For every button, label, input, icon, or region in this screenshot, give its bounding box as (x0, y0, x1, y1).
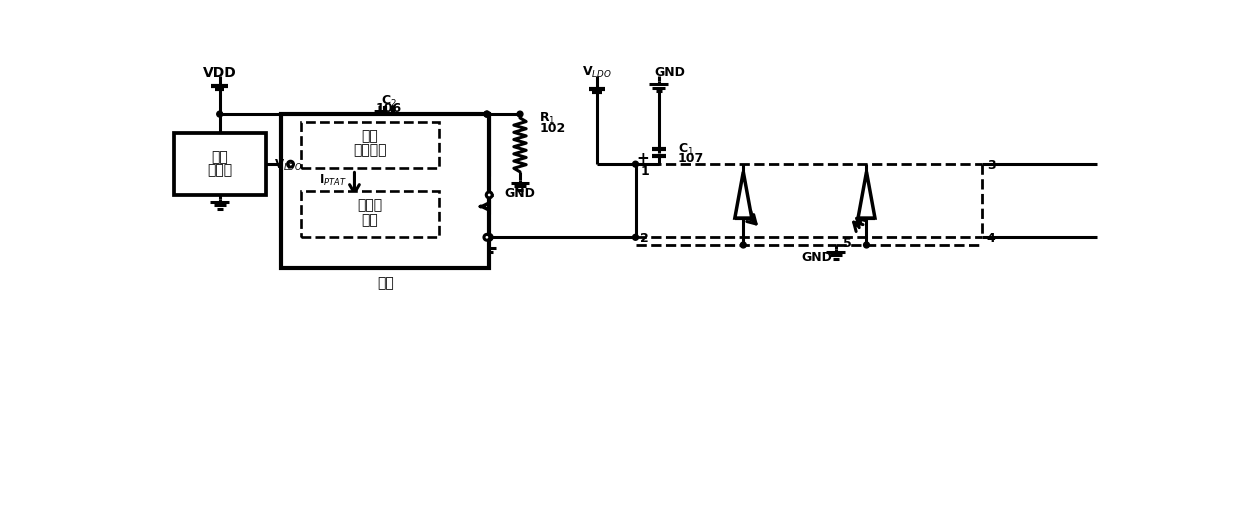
FancyBboxPatch shape (281, 115, 490, 269)
Text: 2: 2 (640, 232, 649, 244)
Circle shape (486, 192, 492, 199)
Text: 线性: 线性 (211, 150, 228, 164)
Text: 模块: 模块 (362, 212, 378, 227)
Text: C$_2$: C$_2$ (381, 94, 397, 108)
Text: 106: 106 (376, 101, 402, 115)
Polygon shape (858, 173, 875, 219)
Circle shape (484, 112, 490, 118)
Text: 3: 3 (987, 158, 996, 172)
Text: V$_{LDO}$: V$_{LDO}$ (582, 65, 613, 80)
Text: 1: 1 (640, 164, 649, 178)
Text: GND: GND (505, 187, 536, 200)
Circle shape (217, 112, 223, 118)
Text: 4: 4 (987, 232, 996, 244)
Circle shape (486, 235, 492, 241)
Text: 5: 5 (843, 237, 852, 250)
Circle shape (632, 235, 639, 241)
Text: 稳压器: 稳压器 (207, 163, 232, 177)
Text: V$_{LDO}$: V$_{LDO}$ (274, 157, 301, 173)
Circle shape (484, 235, 490, 241)
Text: C$_1$: C$_1$ (678, 142, 694, 157)
Text: +: + (637, 151, 650, 166)
FancyBboxPatch shape (300, 123, 439, 168)
Circle shape (517, 112, 523, 118)
Circle shape (863, 243, 869, 248)
Text: R$_1$: R$_1$ (539, 111, 556, 126)
FancyBboxPatch shape (300, 192, 439, 238)
Text: I$_{PTAT}$: I$_{PTAT}$ (319, 173, 347, 188)
Text: 102: 102 (539, 122, 565, 135)
Text: +: + (372, 103, 384, 119)
Text: GND: GND (801, 250, 832, 264)
FancyBboxPatch shape (174, 134, 265, 195)
Text: 电压模块: 电压模块 (353, 143, 387, 156)
Circle shape (484, 112, 490, 118)
Text: 电流镜: 电流镜 (357, 198, 382, 212)
Text: GND: GND (655, 66, 686, 79)
Text: 基准: 基准 (362, 129, 378, 143)
Text: 芯片: 芯片 (377, 275, 393, 290)
Circle shape (740, 243, 746, 248)
Circle shape (288, 162, 294, 168)
Text: VDD: VDD (203, 66, 237, 79)
Polygon shape (735, 173, 751, 219)
Circle shape (632, 162, 639, 168)
Text: 107: 107 (678, 152, 704, 165)
